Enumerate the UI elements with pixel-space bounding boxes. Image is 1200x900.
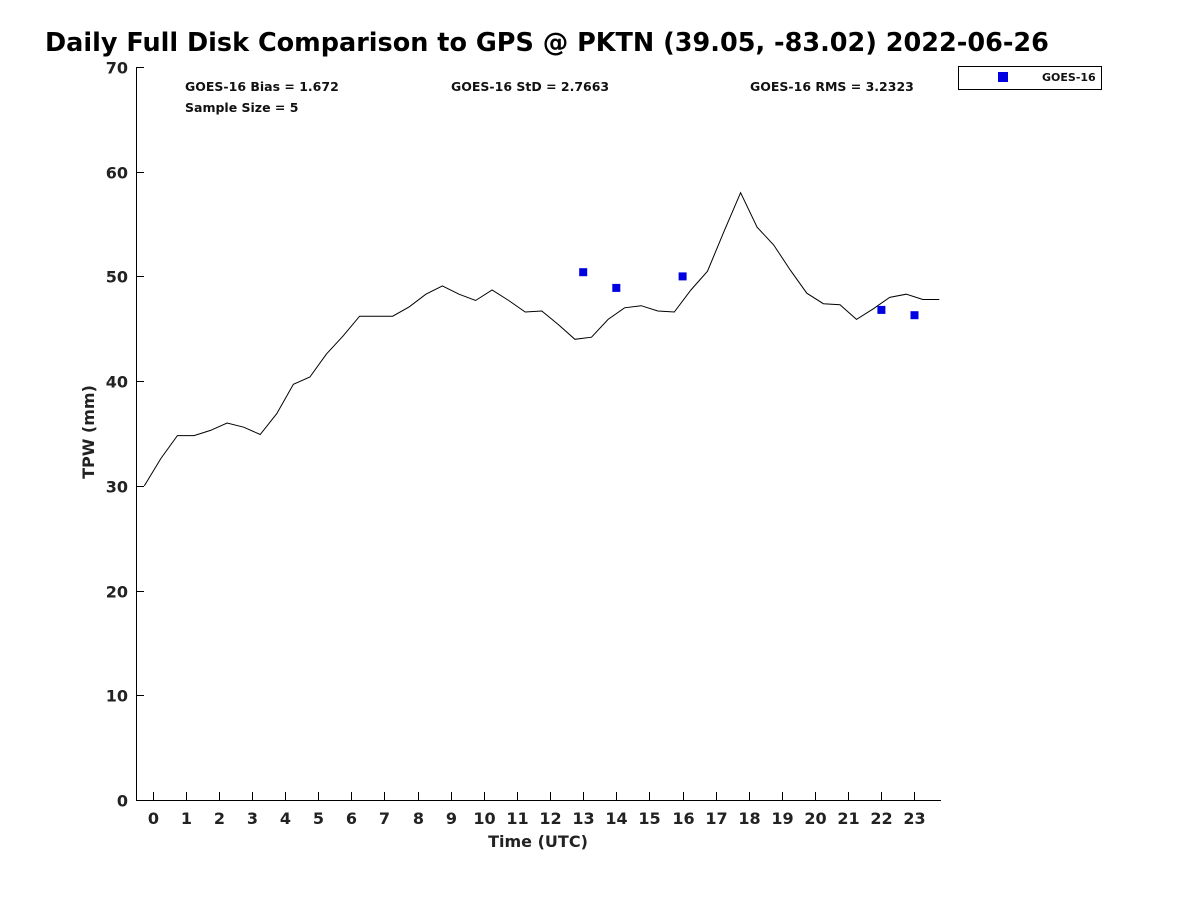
- stat-sample-size: Sample Size = 5: [185, 100, 298, 115]
- goes16-point: [612, 283, 621, 292]
- x-tick-label: 16: [672, 809, 694, 828]
- y-tick-label: 40: [106, 373, 128, 392]
- x-tick-label: 11: [506, 809, 528, 828]
- legend-entry-goes16: GOES-16: [1042, 71, 1096, 84]
- x-axis-label: Time (UTC): [488, 832, 588, 851]
- x-tick-label: 6: [346, 809, 357, 828]
- chart-title: Daily Full Disk Comparison to GPS @ PKTN…: [45, 28, 1049, 58]
- x-tick-label: 15: [638, 809, 660, 828]
- x-tick-label: 5: [313, 809, 324, 828]
- x-tick-label: 12: [539, 809, 561, 828]
- gps-tpw-line: [143, 191, 940, 487]
- y-tick-label: 20: [106, 583, 128, 602]
- y-axis-label: TPW (mm): [79, 385, 98, 479]
- x-tick-label: 21: [837, 809, 859, 828]
- x-tick-label: 20: [804, 809, 826, 828]
- y-tick-label: 60: [106, 164, 128, 183]
- x-tick-label: 7: [379, 809, 390, 828]
- x-tick-label: 1: [181, 809, 192, 828]
- x-tick-label: 9: [446, 809, 457, 828]
- y-tick-label: 50: [106, 268, 128, 287]
- x-tick-label: 3: [247, 809, 258, 828]
- x-tick-label: 2: [214, 809, 225, 828]
- x-tick-label: 22: [870, 809, 892, 828]
- x-tick-label: 0: [148, 809, 159, 828]
- y-tick-label: 10: [106, 687, 128, 706]
- legend-box: [958, 66, 1102, 90]
- stat-rms: GOES-16 RMS = 3.2323: [750, 79, 914, 94]
- x-tick-label: 18: [738, 809, 760, 828]
- y-tick-label: 0: [117, 792, 128, 811]
- x-tick-label: 10: [473, 809, 495, 828]
- x-tick-label: 14: [605, 809, 627, 828]
- x-tick-label: 13: [572, 809, 594, 828]
- x-tick-label: 19: [771, 809, 793, 828]
- y-tick-label: 30: [106, 478, 128, 497]
- stat-bias: GOES-16 Bias = 1.672: [185, 79, 339, 94]
- goes16-point: [910, 311, 919, 320]
- x-tick-label: 4: [280, 809, 291, 828]
- goes16-marker-layer: [579, 268, 919, 320]
- legend-marker-square: [998, 72, 1008, 82]
- x-tick-label: 23: [903, 809, 925, 828]
- y-tick-label: 70: [106, 59, 128, 78]
- gps-line-layer: [143, 191, 940, 487]
- goes16-point: [579, 268, 588, 277]
- stat-std: GOES-16 StD = 2.7663: [451, 79, 609, 94]
- x-tick-label: 8: [413, 809, 424, 828]
- x-tick-label: 17: [705, 809, 727, 828]
- goes16-point: [877, 305, 886, 314]
- goes16-point: [678, 272, 687, 281]
- legend: GOES-16: [958, 66, 1102, 90]
